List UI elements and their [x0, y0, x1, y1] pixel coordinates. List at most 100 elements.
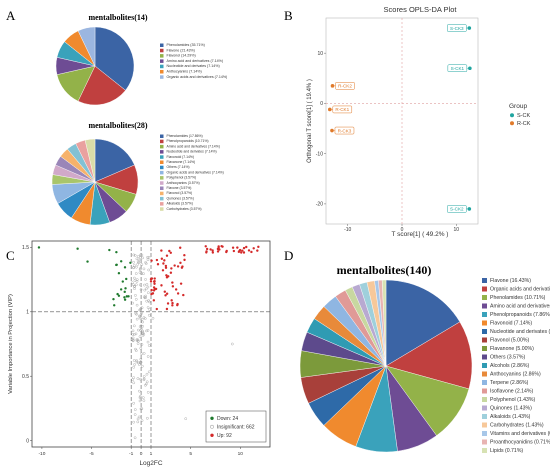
insignificant-point: [135, 312, 138, 316]
x-tick-label: -10: [344, 227, 351, 233]
insignificant-point: [132, 260, 135, 264]
insignificant-point: [134, 312, 138, 315]
panel-letter-a: A: [6, 8, 16, 23]
insignificant-point: [135, 317, 139, 321]
insignificant-point: [138, 268, 142, 271]
opls-x-axis-label: T score[1] ( 49.2% ): [392, 231, 449, 238]
legend-swatch: [160, 70, 164, 74]
legend-label: Flavone (16.43%): [490, 278, 531, 284]
up-point: [160, 249, 163, 252]
up-point: [165, 292, 169, 295]
up-point: [153, 282, 156, 285]
point-label: R-CK3: [338, 128, 352, 133]
up-point: [173, 264, 176, 267]
insignificant-point: [139, 377, 142, 381]
up-point: [218, 248, 221, 251]
pie-chart-14: mentalbolites(14) Phenolamides (35.71%)F…: [55, 13, 227, 106]
insignificant-point: [147, 370, 151, 374]
up-point: [170, 267, 173, 270]
insignificant-point: [135, 278, 139, 281]
legend-label: Up: 92: [217, 433, 232, 439]
up-point: [245, 245, 248, 249]
insignificant-point: [133, 254, 137, 257]
legend-swatch: [482, 431, 487, 436]
insignificant-point: [135, 303, 139, 307]
legend-marker: [210, 424, 214, 429]
insignificant-point: [133, 413, 137, 416]
x-tick-label: 0: [140, 451, 143, 457]
insignificant-point: [142, 267, 146, 271]
legend-swatch: [482, 414, 487, 419]
insignificant-point: [145, 380, 149, 384]
pie-slice: [77, 65, 126, 106]
pie-slice: [94, 138, 135, 183]
x-tick-label: -10: [38, 451, 45, 457]
legend-marker: [510, 113, 514, 118]
insignificant-point: [140, 352, 144, 356]
up-point: [205, 247, 209, 251]
insignificant-point: [141, 325, 144, 328]
up-point: [171, 304, 174, 307]
legend-swatch: [160, 176, 164, 180]
opls-da-score-plot: Scores OPLS-DA Plot -10 0 10 -20 -10 0 10 S-CK…: [307, 5, 531, 238]
legend-label: Flavanone (7.14%): [167, 160, 196, 164]
opls-legend: S-CK R-CK: [510, 113, 531, 127]
insignificant-point: [147, 344, 151, 347]
insignificant-point: [139, 253, 142, 257]
panel-letter-b: B: [284, 8, 293, 23]
up-point: [150, 259, 153, 262]
pie-legend-28: Phenolamides (17.86%)Phenolpropanoids (1…: [160, 134, 224, 211]
up-point: [163, 290, 167, 293]
up-point: [165, 274, 168, 277]
up-point: [231, 246, 235, 249]
legend-swatch: [160, 43, 164, 47]
y-tick-label: 0: [320, 101, 323, 107]
x-tick-label: 5: [189, 451, 192, 457]
legend-swatch: [482, 422, 487, 428]
insignificant-point: [138, 314, 141, 318]
up-point: [152, 280, 156, 283]
legend-label: Flavonoid (7.14%): [490, 321, 532, 327]
legend-label: Anthocyanins (7.14%): [167, 70, 202, 74]
up-point: [153, 287, 157, 291]
insignificant-point: [136, 417, 140, 421]
insignificant-point: [136, 377, 140, 380]
pie-chart-140: mentalbolites(140) Flavone (16.43%) Organ…: [299, 263, 550, 454]
legend-swatch: [160, 207, 164, 211]
legend-swatch: [482, 320, 487, 326]
insignificant-point: [147, 313, 151, 317]
y-tick-label: 0: [26, 438, 29, 444]
pie-legend-140: Flavone (16.43%) Organic acids and deriva…: [482, 278, 550, 454]
insignificant-point: [146, 256, 149, 259]
up-point: [153, 277, 156, 280]
insignificant-point: [151, 316, 155, 320]
x-tick-label: 0: [401, 227, 404, 233]
up-point: [204, 245, 207, 248]
insignificant-point: [134, 272, 138, 275]
panel-letter-d: D: [284, 248, 293, 263]
insignificant-point: [145, 299, 148, 303]
insignificant-point: [140, 328, 143, 331]
insignificant-point: [132, 381, 136, 385]
insignificant-point: [135, 280, 139, 283]
insignificant-point: [146, 340, 150, 344]
down-point: [119, 288, 123, 291]
insignificant-point: [137, 258, 141, 262]
legend-label: Amino acid and derivatives (7.14%): [167, 59, 224, 63]
insignificant-point: [140, 253, 144, 257]
insignificant-point: [132, 365, 135, 369]
opls-legend-title: Group: [509, 103, 527, 110]
legend-label: Nucleotide and derivates (7.14%): [167, 64, 220, 68]
legend-label: Amino acid and derivatives (7.14%): [167, 144, 220, 148]
up-point: [160, 257, 164, 260]
insignificant-point: [142, 352, 146, 355]
insignificant-point: [138, 389, 141, 393]
up-point: [225, 249, 228, 253]
up-point: [169, 271, 173, 274]
up-point: [256, 249, 259, 252]
insignificant-point: [138, 399, 142, 403]
insignificant-point: [140, 419, 144, 422]
point-label: S-CK1: [451, 66, 465, 71]
legend-label: Phenolpropanoids (10.71%): [167, 139, 209, 143]
insignificant-point: [132, 253, 136, 257]
